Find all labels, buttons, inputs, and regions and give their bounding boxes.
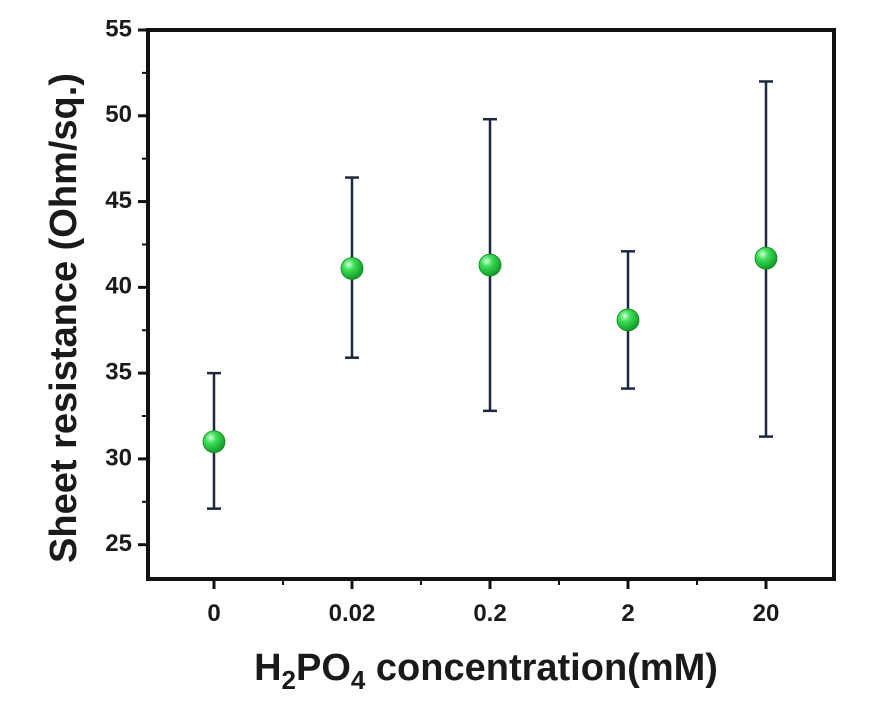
y-tick-label: 35 [105,358,132,385]
x-tick-label: 20 [753,600,780,627]
data-point [478,253,502,277]
x-axis-title-subscript-1: 2 [282,665,296,695]
data-point [202,430,226,454]
x-axis-title: H2PO4 concentration(mM) [254,647,718,695]
data-point [340,257,364,280]
plot-frame [146,28,836,581]
y-tick-label: 50 [105,101,132,128]
x-tick-label: 0.02 [329,600,376,627]
data-points [202,246,778,454]
y-tick-label: 40 [105,273,132,300]
x-tick-label: 0.2 [473,600,506,627]
y-tick-label: 30 [105,444,132,471]
y-axis-title: Sheet resistance (Ohm/sq.) [43,73,85,563]
data-point [616,308,640,332]
y-tick-label: 45 [105,187,132,214]
error-bars [207,80,773,510]
axis-ticks [138,28,768,589]
tick-labels: 25 30 35 40 45 50 55 0 0.02 0.2 2 20 [105,15,779,627]
y-tick-label: 25 [105,530,132,557]
x-tick-label: 0 [207,600,220,627]
x-axis-title-subscript-2: 4 [351,665,366,695]
y-tick-label: 55 [105,15,132,42]
x-tick-label: 2 [621,600,634,627]
data-point [754,246,778,270]
